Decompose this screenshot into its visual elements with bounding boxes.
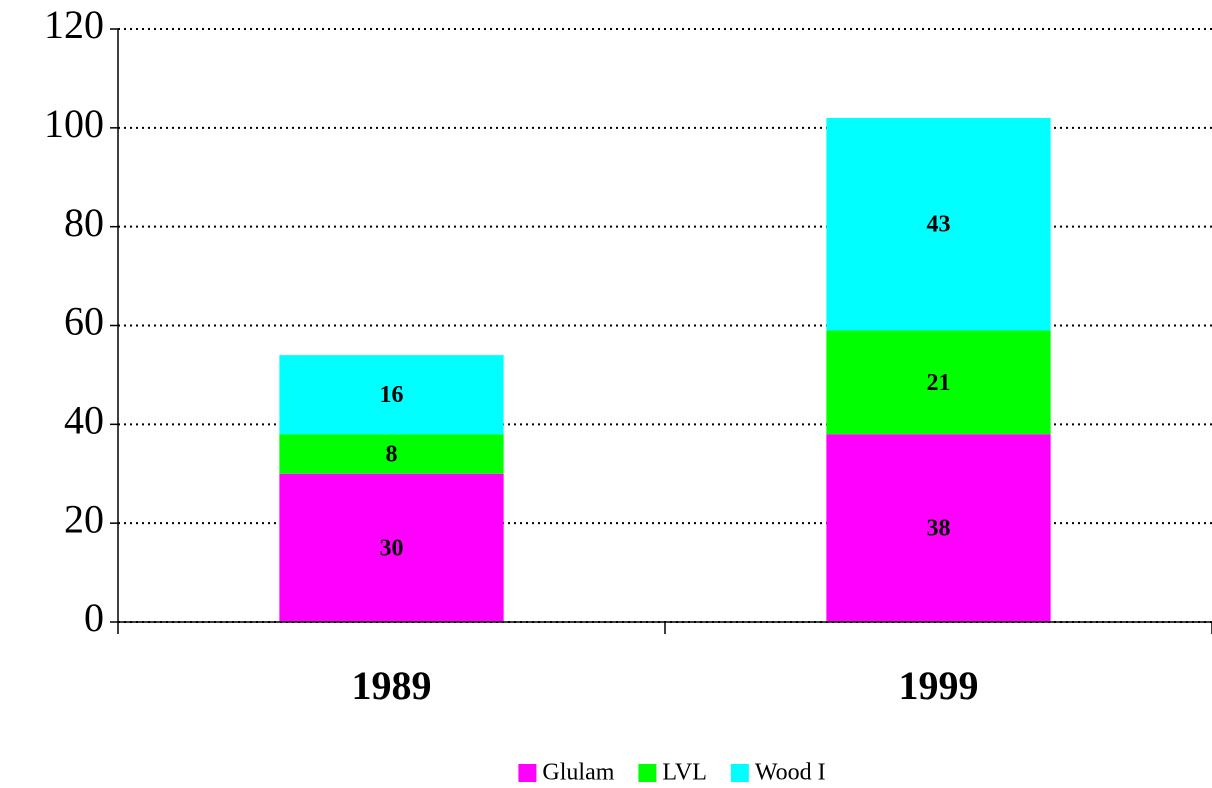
x-tick-label: 1989 <box>352 663 432 708</box>
x-tick-label: 1999 <box>899 663 979 708</box>
data-label: 16 <box>380 382 404 408</box>
y-tick-label: 20 <box>64 496 104 541</box>
y-tick-label: 100 <box>44 101 104 146</box>
legend-swatch <box>638 764 657 782</box>
bar-segment <box>279 355 504 435</box>
data-label: 43 <box>927 212 951 238</box>
data-label: 8 <box>386 441 398 467</box>
y-tick-label: 120 <box>44 2 104 47</box>
data-label: 38 <box>927 516 951 542</box>
y-tick-label: 80 <box>64 200 104 245</box>
bar-segment <box>826 330 1051 435</box>
y-tick-label: 60 <box>64 299 104 344</box>
bar-segment <box>826 434 1051 622</box>
legend-label: Wood I <box>755 760 826 786</box>
bar-segment <box>279 434 504 474</box>
data-label: 21 <box>927 370 951 396</box>
y-tick-label: 0 <box>84 595 104 640</box>
legend-swatch <box>518 764 537 782</box>
bar-segment <box>826 117 1051 331</box>
legend-swatch <box>730 764 749 782</box>
y-tick-label: 40 <box>64 398 104 443</box>
legend-label: Glulam <box>542 760 614 786</box>
legend-label: LVL <box>662 760 706 786</box>
data-label: 30 <box>380 535 404 561</box>
bar-segment <box>279 473 504 622</box>
